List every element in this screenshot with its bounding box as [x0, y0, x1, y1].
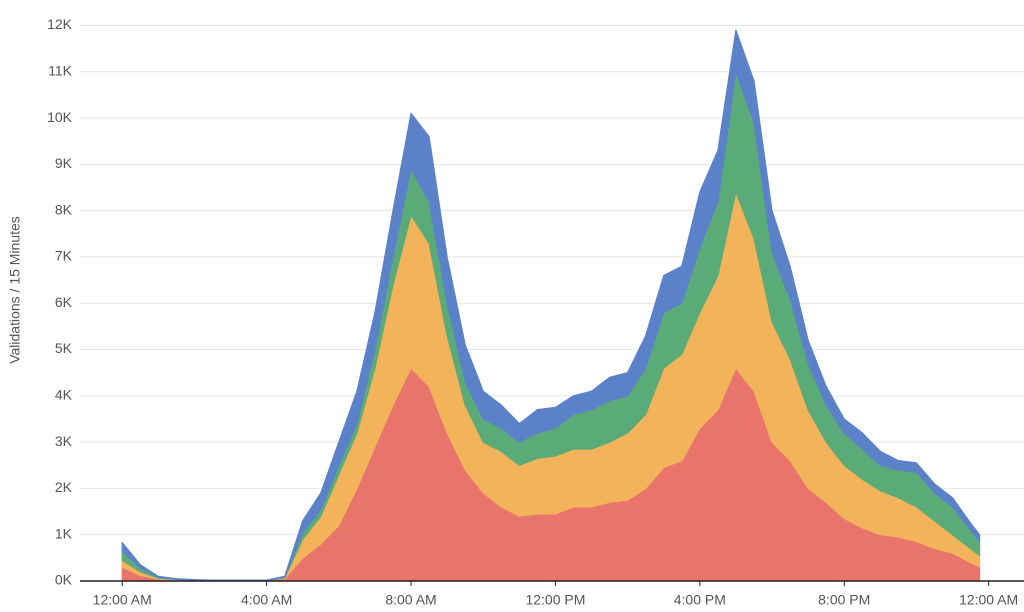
x-tick-label: 12:00 AM — [93, 592, 152, 608]
y-axis-label: Validations / 15 Minutes — [7, 216, 23, 364]
y-tick-label: 0K — [55, 572, 73, 588]
x-tick-label: 4:00 AM — [241, 592, 292, 608]
y-tick-label: 4K — [55, 387, 73, 403]
area — [121, 29, 981, 582]
x-tick-label: 12:00 AM — [959, 592, 1018, 608]
y-tick-label: 7K — [55, 248, 73, 264]
y-tick-label: 12K — [47, 16, 73, 32]
y-tick-label: 3K — [55, 433, 73, 449]
y-tick-label: 6K — [55, 294, 73, 310]
y-tick-label: 9K — [55, 155, 73, 171]
y-tick-label: 5K — [55, 340, 73, 356]
y-tick-label: 11K — [48, 62, 73, 78]
x-tick-label: 8:00 AM — [385, 592, 436, 608]
y-tick-label: 10K — [47, 109, 73, 125]
y-tick-label: 8K — [55, 201, 73, 217]
y-tick-label: 1K — [55, 525, 73, 541]
y-tick-label: 2K — [55, 479, 73, 495]
x-tick-label: 8:00 PM — [818, 592, 870, 608]
x-tick-label: 4:00 PM — [674, 592, 726, 608]
x-tick-label: 12:00 PM — [525, 592, 585, 608]
